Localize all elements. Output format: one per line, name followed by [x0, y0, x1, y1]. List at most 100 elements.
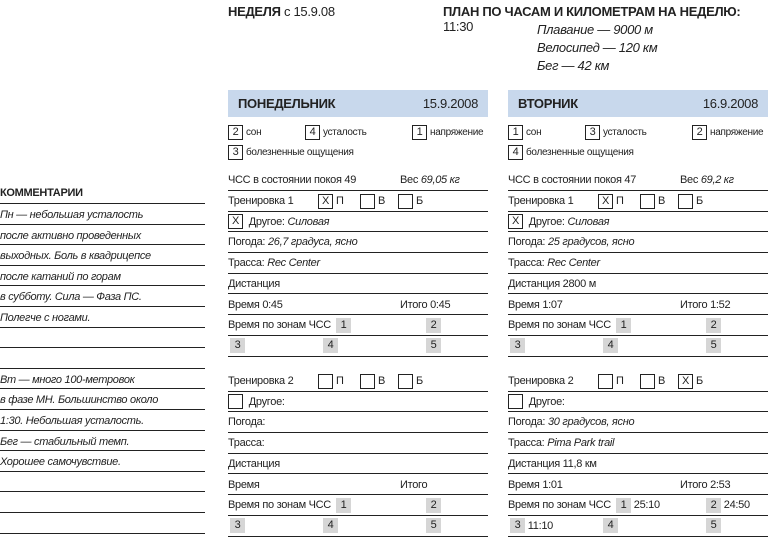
- rating-box[interactable]: 4: [305, 125, 320, 140]
- rhr-value[interactable]: 47: [624, 174, 637, 186]
- checkbox-other[interactable]: [508, 394, 523, 410]
- workout-row: Погода: 30 градусов, ясно: [508, 412, 768, 434]
- workout-row: 3 11:10 4 5: [508, 516, 768, 537]
- comment-line[interactable]: Вт — много 100-метровок: [0, 369, 205, 390]
- weather-field: Погода: 30 градусов, ясно: [508, 412, 635, 432]
- route-label: Трасса:: [228, 257, 265, 270]
- route-value[interactable]: Rec Center: [267, 257, 320, 270]
- sport-label: Б: [416, 195, 423, 207]
- weekly-plan: ПЛАН ПО ЧАСАМ И КИЛОМЕТРАМ НА НЕДЕЛЮ: 11…: [443, 4, 770, 34]
- zone-5: 5: [706, 516, 721, 536]
- rating-box[interactable]: 3: [228, 145, 243, 160]
- weather-field: Погода: 25 градусов, ясно: [508, 232, 635, 252]
- total-value[interactable]: 1:52: [710, 298, 731, 311]
- comment-line[interactable]: [0, 472, 205, 493]
- zone-value[interactable]: 11:10: [527, 519, 554, 532]
- checkbox-swim[interactable]: X: [598, 193, 613, 209]
- checkbox-run[interactable]: [678, 193, 693, 209]
- checkbox-other[interactable]: X: [508, 214, 523, 230]
- weight-value[interactable]: 69,2 кг: [700, 174, 734, 186]
- checkbox-bike[interactable]: [360, 193, 375, 209]
- comment-line[interactable]: после активно проведенных: [0, 225, 205, 246]
- workout-row: Другое:: [508, 392, 768, 413]
- rating-box[interactable]: 4: [508, 145, 523, 160]
- checkbox-bike[interactable]: [640, 193, 655, 209]
- zone-4: 4: [603, 336, 618, 356]
- weather-value[interactable]: 25 градусов, ясно: [547, 236, 635, 249]
- day-date: 16.9.2008: [702, 96, 758, 111]
- checkbox-bike[interactable]: [360, 373, 375, 389]
- rating-label: сон: [246, 127, 262, 139]
- zone-value[interactable]: 24:50: [723, 499, 750, 512]
- rating-box[interactable]: 2: [692, 125, 707, 140]
- time-field: Время 1:07: [508, 295, 563, 315]
- total-field: Итого 1:52: [680, 295, 731, 315]
- comment-line[interactable]: после катаний по горам: [0, 266, 205, 287]
- rating-box[interactable]: 3: [585, 125, 600, 140]
- time-value[interactable]: 0:45: [262, 298, 283, 311]
- total-value[interactable]: 0:45: [430, 298, 451, 311]
- workout-row: Время по зонам ЧСС 1 2: [508, 315, 768, 336]
- route-value[interactable]: Rec Center: [547, 257, 600, 270]
- comment-line[interactable]: [0, 513, 205, 534]
- rating-box[interactable]: 1: [412, 125, 427, 140]
- zone-4: 4: [323, 336, 338, 356]
- distance-value[interactable]: 2800 м: [562, 277, 597, 290]
- time-value[interactable]: 1:01: [542, 478, 563, 491]
- comment-line[interactable]: [0, 348, 205, 369]
- time-value[interactable]: 1:07: [542, 298, 563, 311]
- checkbox-run[interactable]: X: [678, 373, 693, 389]
- comment-line[interactable]: Бег — стабильный темп.: [0, 431, 205, 452]
- other: Другое:: [508, 392, 565, 412]
- comment-line[interactable]: в фазе МН. Большинство около: [0, 389, 205, 410]
- rating-box[interactable]: 1: [508, 125, 523, 140]
- checkbox-other[interactable]: [228, 394, 243, 410]
- other-value[interactable]: Силовая: [567, 215, 610, 228]
- comment-line[interactable]: Хорошее самочувствие.: [0, 451, 205, 472]
- weather-label: Погода:: [508, 236, 546, 249]
- workout-row: X Другое: Силовая: [508, 212, 768, 233]
- comment-line[interactable]: выходных. Боль в квадрицепсе: [0, 245, 205, 266]
- zone-2: 2: [426, 495, 441, 515]
- comments-section: КОММЕНТАРИИ Пн — небольшая усталость пос…: [0, 183, 205, 534]
- other-value[interactable]: Силовая: [287, 215, 330, 228]
- distance-value[interactable]: 11,8 км: [562, 457, 597, 470]
- weather-value[interactable]: 26,7 градуса, ясно: [267, 236, 358, 249]
- zones-label: Время по зонам ЧСС: [508, 319, 611, 332]
- total-value[interactable]: 2:53: [710, 478, 731, 491]
- zone-value[interactable]: 25:10: [633, 499, 660, 512]
- zone-number: 3: [510, 518, 525, 534]
- sport-label: П: [336, 375, 344, 387]
- comment-line[interactable]: [0, 492, 205, 513]
- zone-3: 3: [510, 336, 525, 356]
- other-label: Другое:: [248, 215, 285, 228]
- comment-line[interactable]: Полегче с ногами.: [0, 307, 205, 328]
- day-monday: ПОНЕДЕЛЬНИК 15.9.2008 2 сон 4 усталость 1 напря…: [228, 90, 488, 537]
- comment-line[interactable]: 1:30. Небольшая усталость.: [0, 410, 205, 431]
- comment-line[interactable]: [0, 328, 205, 349]
- checkbox-other[interactable]: X: [228, 214, 243, 230]
- rhr-value[interactable]: 49: [344, 174, 357, 186]
- weather-value[interactable]: 30 градусов, ясно: [547, 416, 635, 429]
- sport-label: П: [336, 195, 344, 207]
- checkbox-swim[interactable]: X: [318, 193, 333, 209]
- checkbox-bike[interactable]: [640, 373, 655, 389]
- total-label: Итого: [400, 478, 428, 491]
- workout-row: Время 1:07 Итого 1:52: [508, 295, 768, 316]
- total-label: Итого: [400, 298, 428, 311]
- route-value[interactable]: Pima Park trail: [547, 437, 615, 450]
- zone-1: 1: [616, 315, 631, 335]
- comment-line[interactable]: Пн — небольшая усталость: [0, 204, 205, 225]
- weight-value[interactable]: 69,05 кг: [420, 174, 460, 186]
- checkbox-swim[interactable]: [598, 373, 613, 389]
- zone-number: 2: [426, 317, 441, 333]
- checkbox-run[interactable]: [398, 193, 413, 209]
- workout-row: Время 1:01 Итого 2:53: [508, 475, 768, 496]
- rating-box[interactable]: 2: [228, 125, 243, 140]
- zone-number: 1: [616, 317, 631, 333]
- checkbox-swim[interactable]: [318, 373, 333, 389]
- comment-line[interactable]: в субботу. Сила — Фаза ПС.: [0, 286, 205, 307]
- sport-bike: В: [640, 371, 665, 391]
- checkbox-run[interactable]: [398, 373, 413, 389]
